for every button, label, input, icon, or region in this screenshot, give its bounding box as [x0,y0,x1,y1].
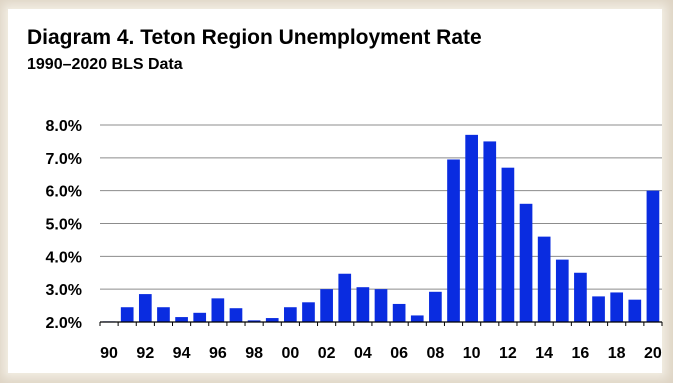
bar-15 [555,259,569,322]
bar-13 [519,203,533,322]
x-tick-label: 04 [354,345,372,362]
x-tick-label: 10 [463,345,481,362]
x-tick-label: 18 [608,345,626,362]
bar-09 [447,159,460,322]
y-tick-label: 7.0% [46,151,82,168]
bar-14 [537,236,551,322]
bar-16 [574,272,587,322]
y-tick-label: 6.0% [46,184,82,201]
bar-94 [175,317,188,322]
bar-19 [628,299,642,322]
bar-99 [265,318,279,322]
x-tick-label: 92 [136,345,154,362]
x-tick-label: 14 [535,345,553,362]
y-tick-label: 8.0% [46,118,82,135]
bar-93 [157,307,170,322]
bar-12 [501,167,515,322]
bar-03 [338,273,352,322]
bar-02 [320,289,333,322]
x-tick-labels: 90 92 94 96 98 00 02 04 06 08 10 12 14 16 18 20 [100,345,662,362]
x-tick-label: 12 [499,345,517,362]
y-tick-label: 3.0% [46,282,82,299]
bar-96 [211,298,225,322]
bar-01 [302,302,315,322]
bar-97 [229,308,243,322]
bars [102,134,660,322]
bar-04 [356,287,370,322]
y-tick-label: 5.0% [46,217,82,234]
x-tick-label: 20 [644,345,662,362]
bar-11 [483,141,497,322]
bar-91 [120,307,134,322]
bar-07 [410,315,424,322]
x-tick-label: 16 [572,345,590,362]
gridlines [100,124,662,290]
y-tick-labels: 2.0% 3.0% 4.0% 5.0% 6.0% 7.0% 8.0% [46,118,82,332]
y-tick-label: 4.0% [46,249,82,266]
x-tick-label: 98 [245,345,263,362]
chart-title: Diagram 4. Teton Region Unemployment Rat… [27,26,482,49]
x-tick-label: 96 [209,345,227,362]
x-tick-label: 90 [100,345,118,362]
bar-92 [138,294,152,322]
bar-00 [284,307,297,322]
bar-20 [646,190,660,322]
x-tick-label: 08 [426,345,444,362]
axes [99,321,663,326]
x-tick-label: 06 [390,345,408,362]
bar-06 [392,303,406,322]
chart-subtitle: 1990–2020 BLS Data [27,56,183,73]
bar-05 [374,289,388,322]
x-tick-label: 02 [318,345,336,362]
bar-08 [429,291,442,322]
bar-95 [193,312,207,322]
x-tick-label: 94 [173,345,191,362]
bar-18 [610,292,624,322]
y-tick-label: 2.0% [46,315,82,332]
bar-10 [465,134,478,322]
bar-17 [592,296,605,322]
x-tick-label: 00 [281,345,299,362]
bar-98 [247,320,261,322]
